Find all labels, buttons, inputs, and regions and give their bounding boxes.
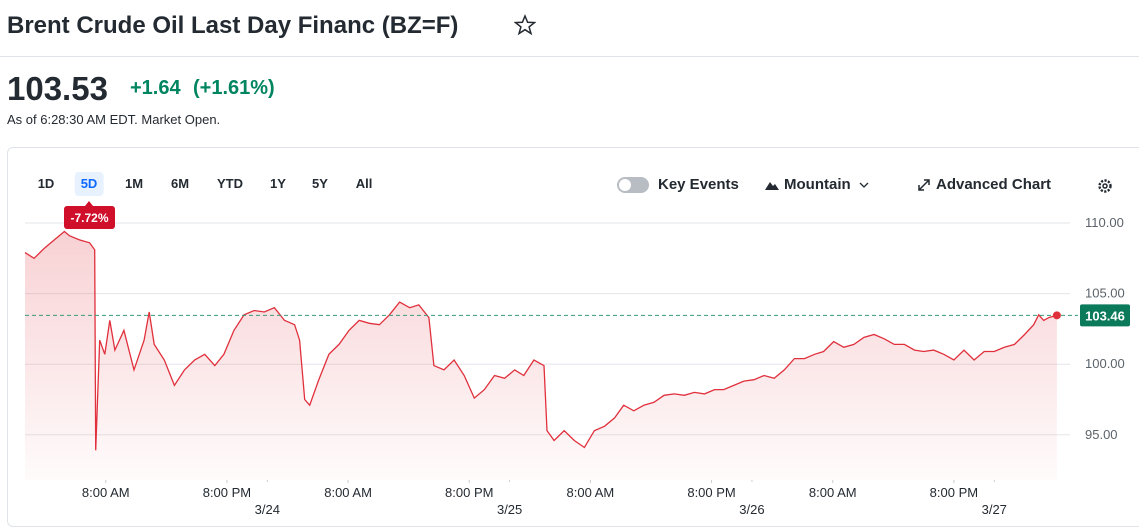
x-tick-label: 8:00 AM (809, 485, 857, 500)
change: +1.64 (130, 77, 181, 99)
key-events[interactable]: Key Events (658, 176, 739, 193)
date-label: 3/27 (982, 502, 1007, 517)
price-tag (1080, 304, 1130, 327)
y-tick-label: 100.00 (1085, 356, 1125, 371)
x-tick-label: 8:00 PM (203, 485, 251, 500)
range-button[interactable]: 5Y (312, 176, 328, 191)
x-tick-label: 8:00 AM (82, 485, 130, 500)
price-tag-label: 103.46 (1085, 308, 1125, 323)
change-badge (64, 206, 115, 229)
range-button[interactable]: 5D (74, 172, 104, 196)
range-button[interactable]: YTD (217, 176, 243, 191)
separator (0, 56, 1139, 57)
y-tick-label: 105.00 (1085, 286, 1125, 301)
range-button[interactable]: 1Y (270, 176, 286, 191)
change-percent: (+1.61%) (193, 77, 275, 99)
chevron (859, 182, 869, 188)
range-button[interactable]: All (355, 176, 373, 191)
mountain-icon (765, 182, 779, 190)
area-fill (25, 231, 1057, 480)
x-tick-label: 8:00 PM (445, 485, 493, 500)
date-label: 3/25 (497, 502, 522, 517)
title: Brent Crude Oil Last Day Financ (BZ=F) (7, 12, 459, 39)
toggle[interactable] (617, 177, 649, 193)
expand-icon (918, 179, 930, 191)
x-tick-label: 8:00 PM (687, 485, 735, 500)
advanced-chart[interactable]: Advanced Chart (936, 176, 1052, 193)
settings-icon[interactable] (1097, 178, 1113, 194)
price-line (24, 230, 1058, 451)
x-tick-label: 8:00 PM (930, 485, 978, 500)
date-label: 3/26 (739, 502, 764, 517)
x-tick-label: 8:00 AM (567, 485, 615, 500)
y-tick-label: 110.00 (1085, 215, 1124, 230)
chart-style[interactable]: Mountain (784, 176, 851, 193)
y-tick-label: 95.00 (1085, 427, 1118, 442)
range-button[interactable]: 6M (170, 176, 190, 191)
date-label: 3/24 (255, 502, 280, 517)
last-point (1052, 311, 1061, 320)
as-of: As of 6:28:30 AM EDT. Market Open. (7, 112, 221, 127)
star-icon[interactable] (514, 14, 536, 36)
price: 103.53 (7, 70, 108, 107)
badge-pointer (85, 201, 93, 206)
change-badge-label: -7.72% (70, 211, 108, 225)
range-button[interactable]: 1D (37, 176, 55, 191)
x-tick-label: 8:00 AM (324, 485, 372, 500)
range-button[interactable]: 1M (124, 176, 144, 191)
